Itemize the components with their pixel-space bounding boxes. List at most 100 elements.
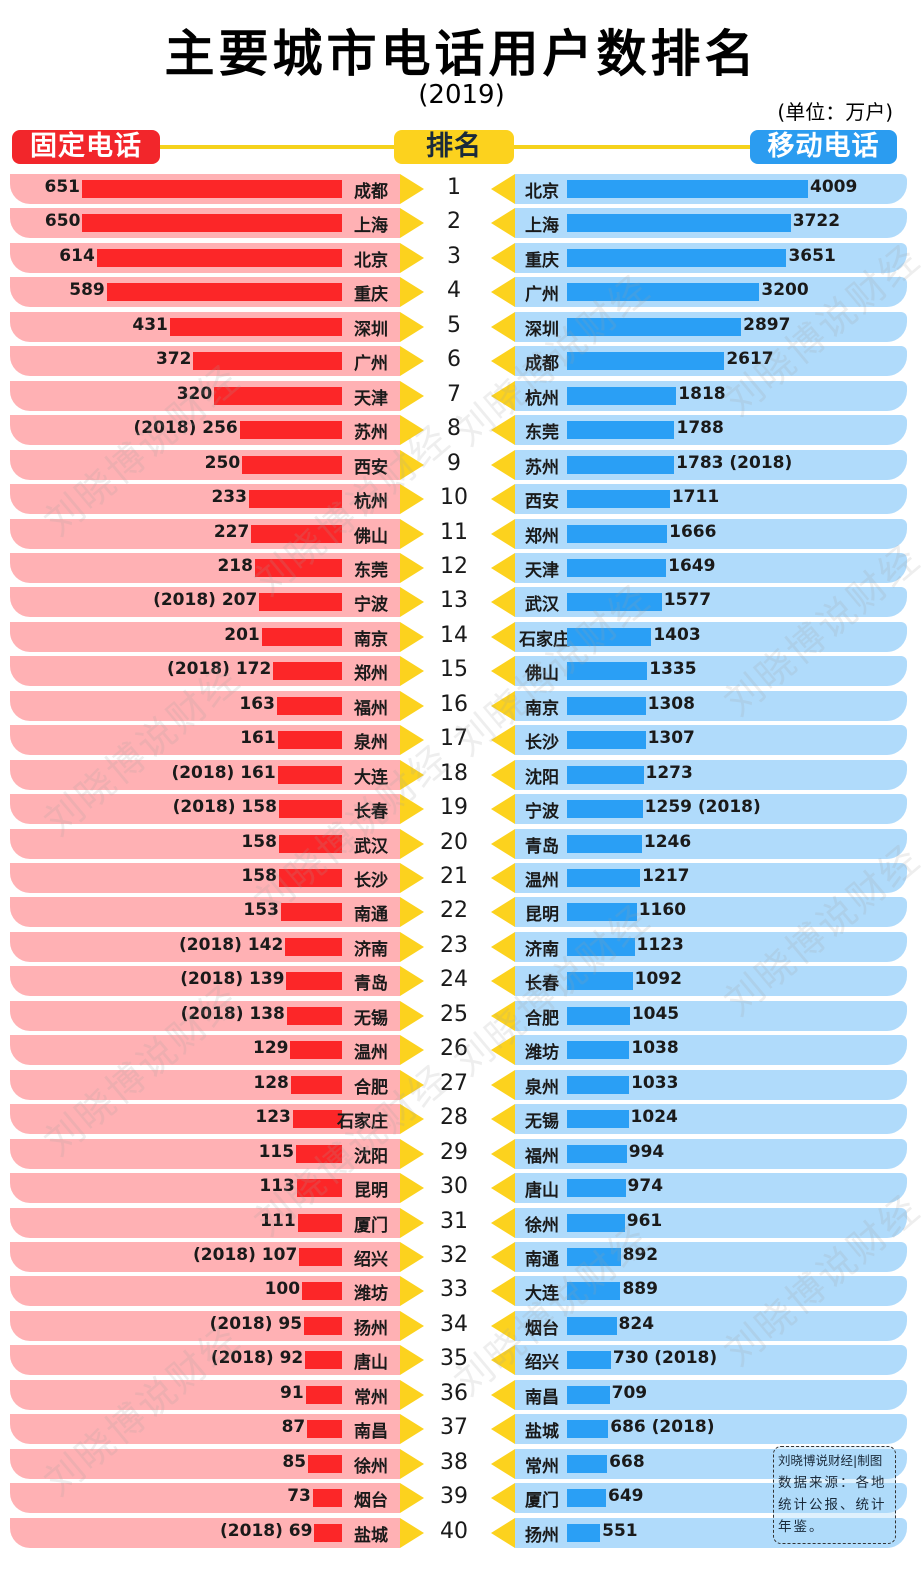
fixed-city-label: 广州 <box>354 354 388 375</box>
mobile-city-label: 济南 <box>525 939 559 960</box>
mobile-city-label: 深圳 <box>525 319 559 340</box>
left-arrow-icon <box>491 966 515 997</box>
rank-number: 20 <box>440 829 468 855</box>
fixed-value-label: 372 <box>155 349 192 370</box>
fixed-value-label: 115 <box>258 1141 295 1162</box>
left-arrow-icon <box>491 759 515 790</box>
mobile-value-label: 1711 <box>671 487 720 508</box>
mobile-city-label: 徐州 <box>525 1215 559 1236</box>
mobile-value-label: 1033 <box>631 1072 679 1093</box>
rank-number: 4 <box>447 278 461 304</box>
right-arrow-icon <box>400 518 424 549</box>
ranking-row: 87 南昌 37 盐城 686 (2018) <box>0 1414 923 1445</box>
fixed-city-label: 杭州 <box>354 492 388 513</box>
mobile-bar <box>567 731 646 750</box>
fixed-bar <box>290 1075 342 1094</box>
rank-number: 28 <box>440 1105 468 1131</box>
mobile-value-label: 1308 <box>647 693 695 714</box>
fixed-bar <box>278 834 342 853</box>
mobile-city-label: 昆明 <box>525 905 559 926</box>
unit-label: (单位：万户) <box>777 100 893 124</box>
ranking-row: 218 东莞 12 天津 1649 <box>0 552 923 583</box>
right-arrow-icon <box>400 897 424 928</box>
ranking-row: 227 佛山 11 郑州 1666 <box>0 518 923 549</box>
mobile-bar <box>567 317 742 336</box>
rank-number: 5 <box>447 312 461 338</box>
fixed-bar <box>312 1489 342 1508</box>
fixed-bar <box>254 558 342 577</box>
fixed-value-label: (2018) 161 <box>171 762 276 783</box>
fixed-bar <box>304 1316 342 1335</box>
fixed-city-label: 南昌 <box>354 1422 388 1443</box>
right-arrow-icon <box>400 1414 424 1445</box>
mobile-bar <box>567 1454 608 1473</box>
left-arrow-icon <box>491 346 515 377</box>
mobile-city-label: 沈阳 <box>525 767 559 788</box>
mobile-bar <box>567 1489 606 1508</box>
right-arrow-icon <box>400 1104 424 1135</box>
mobile-value-label: 1788 <box>676 418 724 439</box>
mobile-bar <box>567 386 677 405</box>
left-arrow-icon <box>491 449 515 480</box>
fixed-value-label: 201 <box>224 624 260 645</box>
fixed-value-label: (2018) 69 <box>220 1520 313 1541</box>
fixed-value-label: 129 <box>252 1038 289 1059</box>
fixed-bar <box>277 731 342 750</box>
mobile-value-label: 649 <box>608 1486 644 1507</box>
fixed-phone-badge: 固定电话 <box>12 130 160 164</box>
right-arrow-icon <box>400 863 424 893</box>
rank-number: 9 <box>447 450 461 476</box>
mobile-bar <box>567 1075 630 1094</box>
page-subtitle: (2019) <box>418 80 505 110</box>
fixed-value-label: 158 <box>241 831 277 852</box>
mobile-city-label: 无锡 <box>525 1112 559 1133</box>
mobile-city-label: 厦门 <box>525 1491 559 1512</box>
mobile-value-label: 1335 <box>649 659 697 680</box>
mobile-bar <box>567 627 652 646</box>
mobile-value-label: 994 <box>628 1141 665 1162</box>
mobile-city-label: 重庆 <box>525 250 559 271</box>
mobile-city-label: 广州 <box>525 285 559 306</box>
mobile-city-label: 长春 <box>525 974 559 995</box>
left-arrow-icon <box>491 1414 515 1445</box>
ranking-row: (2018) 158 长春 19 宁波 1259 (2018) <box>0 794 923 825</box>
rank-number: 32 <box>440 1242 468 1268</box>
mobile-value-label: 709 <box>611 1382 648 1403</box>
ranking-row: (2018) 142 济南 23 济南 1123 <box>0 931 923 962</box>
fixed-bar <box>214 386 342 405</box>
mobile-bar <box>567 937 635 956</box>
fixed-bar <box>292 1110 342 1129</box>
mobile-city-label: 福州 <box>525 1146 559 1167</box>
left-arrow-icon <box>491 311 515 342</box>
ranking-row: 115 沈阳 29 福州 994 <box>0 1138 923 1169</box>
rank-number: 2 <box>447 209 461 235</box>
fixed-value-label: 218 <box>217 555 253 576</box>
mobile-value-label: 3722 <box>792 211 841 232</box>
right-arrow-icon <box>400 174 424 204</box>
fixed-bar <box>259 593 342 612</box>
fixed-city-label: 石家庄 <box>337 1112 388 1133</box>
left-arrow-icon <box>491 1207 515 1238</box>
right-arrow-icon <box>400 311 424 342</box>
mobile-value-label: 668 <box>609 1451 645 1472</box>
mobile-value-label: 1818 <box>678 383 726 404</box>
fixed-bar <box>305 1385 342 1404</box>
fixed-city-label: 宁波 <box>354 595 388 616</box>
ranking-row: 589 重庆 4 广州 3200 <box>0 277 923 308</box>
fixed-city-label: 郑州 <box>354 664 388 685</box>
left-arrow-icon <box>491 1138 515 1169</box>
mobile-city-label: 唐山 <box>525 1181 559 1202</box>
right-arrow-icon <box>400 484 424 515</box>
fixed-bar <box>290 1041 342 1060</box>
ranking-row: 650 上海 2 上海 3722 <box>0 208 923 239</box>
fixed-value-label: 163 <box>239 693 275 714</box>
fixed-value-label: 431 <box>132 314 168 335</box>
fixed-value-label: (2018) 256 <box>133 418 238 439</box>
mobile-bar <box>567 1385 610 1404</box>
mobile-city-label: 北京 <box>525 182 559 202</box>
fixed-city-label: 潍坊 <box>354 1284 388 1305</box>
mobile-bar <box>567 283 760 302</box>
fixed-bar <box>248 490 342 509</box>
fixed-value-label: 233 <box>211 487 247 508</box>
mobile-bar <box>567 800 643 819</box>
